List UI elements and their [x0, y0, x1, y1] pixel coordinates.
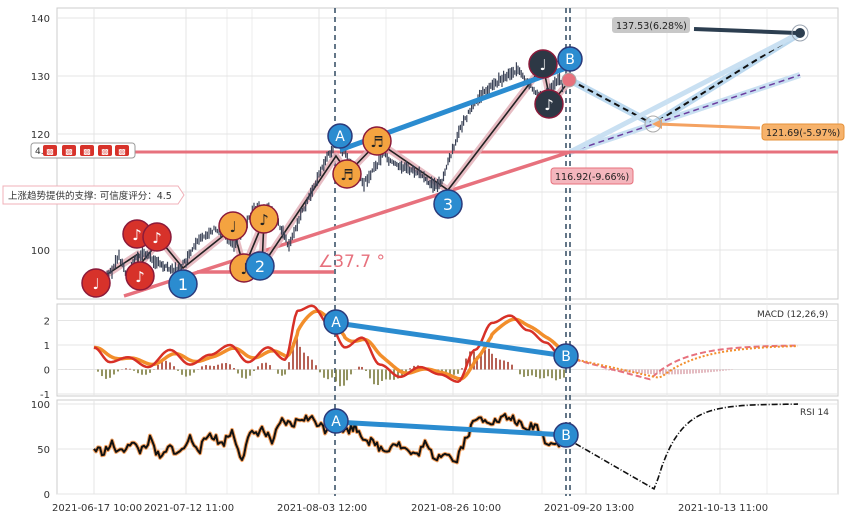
rsi-panel — [56, 399, 839, 495]
divergence-marker-a: A — [323, 408, 349, 434]
pattern-mini-icon — [115, 145, 129, 156]
y-tick-label: -1 — [40, 390, 50, 401]
x-tick-label: 2021-08-26 10:00 — [411, 503, 501, 514]
projection-segment — [569, 74, 801, 153]
svg-text:A: A — [335, 129, 345, 145]
pattern-mini-icon — [62, 145, 76, 156]
divergence-marker-a: A — [323, 309, 349, 335]
pattern-mini-icon-glyph: ▩ — [65, 147, 73, 156]
annotation-low: 116.92(-9.66%) — [550, 167, 634, 185]
note-marker: ♩ — [528, 49, 558, 79]
pattern-mini-icon-glyph: ▩ — [46, 147, 54, 156]
y-tick-label: 140 — [31, 14, 50, 25]
x-tick-label: 2021-10-13 11:00 — [678, 503, 768, 514]
x-tick-label: 2021-06-17 10:00 — [52, 503, 142, 514]
x-tick-label: 2021-09-20 13:00 — [544, 503, 634, 514]
annotation-mid: 121.69(-5.97%) — [644, 115, 845, 141]
divergence-marker-b: B — [553, 422, 579, 448]
rsi-projection — [565, 403, 799, 491]
markers: ♩ ♪ ♪ ♪ ♩ ♩ ♪ ♬ ♬ ♩ ♪ 1 2 3 A A A B B B — [81, 46, 583, 448]
y-tick-label: 0 — [44, 366, 50, 377]
note-marker: ♪ — [125, 261, 155, 291]
svg-text:A: A — [331, 315, 341, 331]
divergence-line-macd — [336, 320, 567, 359]
pattern-icons: ▩ ▩ ▩ ▩ ▩ — [43, 145, 129, 156]
divergence-marker-b: B — [557, 46, 583, 72]
pattern-mini-icon-glyph: ▩ — [118, 147, 126, 156]
note-marker: ♬ — [332, 159, 362, 189]
note-marker: ♩ — [218, 211, 248, 241]
level-badge: 4.5 ▩ ▩ ▩ ▩ ▩ — [30, 142, 136, 159]
svg-text:♩: ♩ — [240, 260, 247, 278]
y-tick-label: 1 — [44, 341, 50, 352]
x-tick-label: 2021-08-03 12:00 — [277, 503, 367, 514]
pattern-mini-icon-glyph: ▩ — [101, 147, 109, 156]
y-tick-label: 120 — [31, 130, 50, 141]
svg-text:1: 1 — [178, 275, 188, 294]
y-tick-label: 0 — [44, 490, 50, 501]
wave-marker-3: 3 — [433, 189, 463, 219]
x-axis-ticks: 2021-06-17 10:00 2021-07-12 11:00 2021-08-… — [52, 503, 768, 514]
svg-text:♪: ♪ — [544, 96, 554, 114]
svg-text:♬: ♬ — [340, 166, 353, 184]
rsi-legend: RSI 14 — [800, 408, 829, 418]
pattern-mini-icon — [98, 145, 112, 156]
support-label-box: 上涨趋势提供的支撑: 可信度评分：4.5 — [2, 185, 185, 205]
grid-lines — [57, 8, 838, 495]
projection-segment — [568, 30, 802, 155]
divergence-marker-a: A — [327, 123, 353, 149]
pattern-mini-icon — [43, 145, 57, 156]
price-end-dot — [561, 72, 577, 88]
note-marker: ♪ — [142, 222, 172, 252]
macd-panel — [56, 303, 839, 397]
svg-text:B: B — [561, 349, 571, 365]
y-tick-label: 100 — [31, 246, 50, 257]
y-tick-label: 100 — [31, 400, 50, 411]
note-marker: ♪ — [249, 204, 279, 234]
annotation-mid-text: 121.69(-5.97%) — [766, 128, 840, 139]
note-marker: ♪ — [534, 89, 564, 119]
svg-text:2: 2 — [255, 257, 265, 276]
macd-projection-a — [565, 344, 799, 381]
svg-text:♩: ♩ — [539, 56, 546, 74]
level-badge-text: 4.5 — [35, 147, 49, 157]
y-tick-label: 50 — [37, 445, 50, 456]
svg-text:♩: ♩ — [229, 218, 236, 236]
pattern-mini-icon-glyph: ▩ — [83, 147, 91, 156]
annotation-high: 137.53(6.28%) — [612, 17, 809, 42]
svg-text:♪: ♪ — [152, 229, 162, 247]
pattern-mini-icon — [80, 145, 94, 156]
svg-text:♪: ♪ — [132, 226, 142, 244]
y-tick-label: 2 — [44, 317, 50, 328]
note-marker: ♩ — [81, 268, 111, 298]
wave-marker-1: 1 — [168, 269, 198, 299]
divergence-line-rsi — [335, 419, 567, 438]
divergence-marker-b: B — [553, 343, 579, 369]
svg-text:♩: ♩ — [92, 275, 99, 293]
wave-marker-2: 2 — [245, 251, 275, 281]
note-marker: ♬ — [362, 126, 392, 156]
svg-text:B: B — [565, 52, 575, 68]
x-tick-label: 2021-07-12 11:00 — [144, 503, 234, 514]
macd-legend: MACD (12,26,9) — [757, 310, 828, 320]
macd-projection-b — [565, 345, 799, 379]
y-tick-label: 130 — [31, 72, 50, 83]
svg-text:A: A — [331, 414, 341, 430]
angle-label: ∠37.7 ° — [318, 252, 385, 272]
annotation-high-text: 137.53(6.28%) — [616, 21, 687, 32]
annotation-low-text: 116.92(-9.66%) — [555, 172, 629, 183]
svg-text:♪: ♪ — [259, 211, 269, 229]
svg-text:3: 3 — [443, 195, 453, 214]
svg-text:♪: ♪ — [135, 268, 145, 286]
svg-text:♬: ♬ — [370, 133, 383, 151]
support-label-text: 上涨趋势提供的支撑: 可信度评分：4.5 — [8, 190, 172, 202]
svg-text:B: B — [561, 428, 571, 444]
